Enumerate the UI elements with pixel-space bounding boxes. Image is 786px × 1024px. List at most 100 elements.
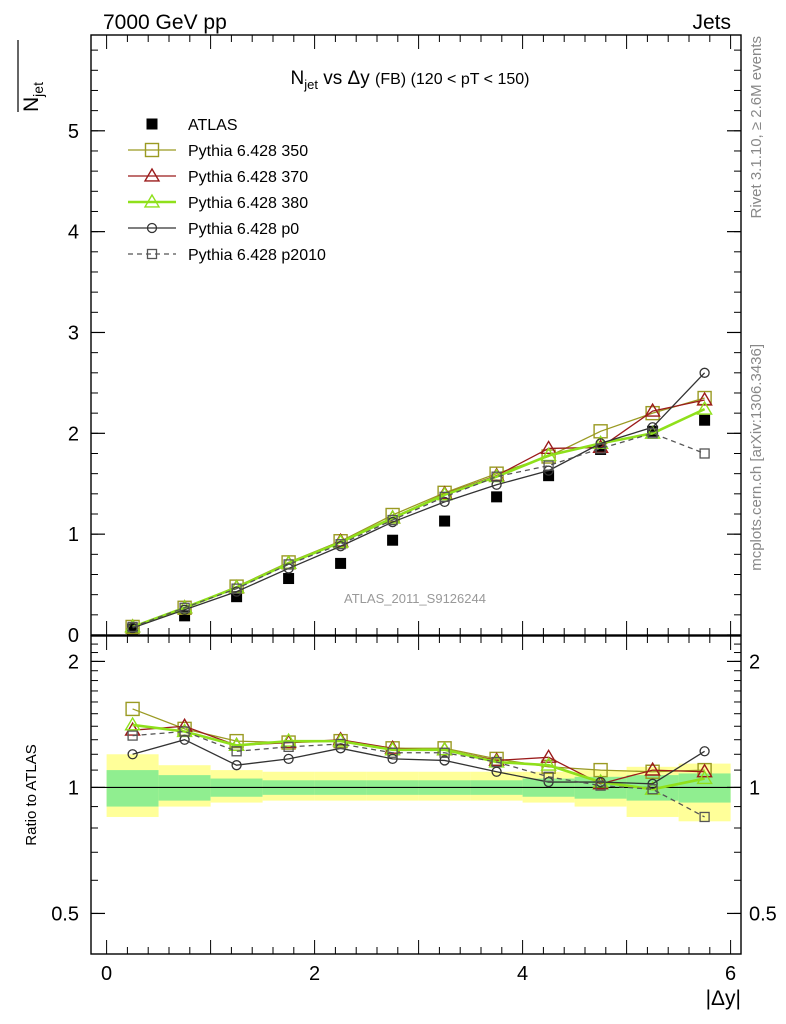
series-p2010	[127, 428, 710, 633]
ratio-line-p380	[132, 723, 705, 791]
main-axis-ticks	[91, 35, 741, 636]
ratio-point-p380	[540, 756, 557, 771]
series-line-p2010	[132, 432, 705, 628]
data-point-p370	[696, 391, 713, 406]
legend-marker	[146, 222, 158, 234]
data-point-p2010	[127, 621, 138, 633]
data-point-p350	[541, 449, 556, 464]
title-range: (120 < pT < 150)	[406, 71, 529, 88]
data-point-atlas	[595, 443, 607, 455]
data-point-p2010	[283, 559, 294, 570]
data-point-p2010	[491, 471, 502, 482]
main-ytick-label: 2	[68, 423, 79, 445]
legend-item-p350: Pythia 6.428 350	[128, 142, 308, 160]
ylabel-sub: jet	[30, 82, 46, 98]
legend-label: Pythia 6.428 p2010	[188, 247, 326, 264]
data-point-atlas	[283, 573, 295, 585]
ratio-series	[124, 701, 713, 823]
ratio-series-p350	[125, 701, 712, 779]
data-point-p2010	[699, 448, 710, 459]
data-point-p370	[540, 440, 557, 455]
data-point-atlas	[699, 414, 711, 426]
ratio-panel: 0.5 1 2 0.5 1 2 0 2 4 6 Ratio to ATLAS |Δy|	[23, 635, 777, 1010]
ratio-line-p350	[132, 708, 705, 773]
ratio-line-p0	[132, 739, 705, 785]
data-point-p380	[696, 400, 713, 415]
title-main: N	[291, 68, 305, 89]
data-point-p380	[332, 533, 349, 548]
data-point-p350	[593, 424, 608, 439]
ratio-ytick-label-left: 0.5	[51, 903, 79, 925]
ratio-point-p380	[696, 770, 713, 785]
legend-item-p370: Pythia 6.428 370	[128, 167, 308, 186]
ratio-point-p370	[540, 748, 557, 763]
legend-marker	[143, 193, 161, 208]
main-ytick-label: 0	[68, 625, 79, 647]
ratio-point-p0	[491, 766, 502, 777]
ratio-tick-labels: 0.5 1 2 0.5 1 2 0 2 4 6	[51, 651, 777, 985]
data-point-p2010	[595, 443, 606, 454]
ratio-point-p2010	[335, 738, 346, 750]
legend-label: Pythia 6.428 370	[188, 169, 308, 186]
ratio-point-p370	[644, 761, 661, 776]
ratio-series-p0	[127, 734, 710, 789]
data-point-atlas	[335, 557, 347, 569]
ratio-ytick-label-right: 0.5	[749, 903, 777, 925]
main-ylabel-text: Njet	[20, 82, 46, 112]
legend-label: Pythia 6.428 380	[188, 195, 308, 212]
ratio-xtick-label: 0	[101, 963, 112, 985]
data-point-atlas	[179, 610, 191, 622]
data-point-p380	[540, 447, 557, 462]
ratio-line-p2010	[132, 730, 705, 818]
data-point-p2010	[335, 539, 346, 550]
ratio-point-p370	[488, 752, 505, 767]
legend-label: ATLAS	[188, 117, 238, 134]
analysis-label: ATLAS_2011_S9126244	[344, 591, 486, 606]
ratio-xtick-label: 6	[725, 963, 736, 985]
series-line-p380	[132, 407, 706, 629]
ratio-point-p2010	[439, 747, 450, 758]
title-rest: vs Δy	[318, 68, 375, 89]
main-y-tick-labels: 0 1 2 3 4 5	[68, 121, 79, 647]
ratio-point-p0	[647, 778, 658, 789]
ratio-point-p2010	[283, 741, 294, 753]
main-series	[124, 367, 713, 635]
data-point-p2010	[439, 491, 450, 502]
ratio-point-p2010	[179, 726, 190, 737]
series-line-p0	[132, 372, 706, 629]
ratio-point-p380	[228, 737, 245, 752]
ratio-point-p0	[439, 755, 450, 766]
title-fb: (FB)	[375, 71, 406, 88]
data-point-atlas	[491, 491, 503, 503]
ratio-point-p370	[696, 763, 713, 778]
legend-item-p0: Pythia 6.428 p0	[128, 221, 299, 238]
main-panel-frame	[90, 34, 742, 636]
data-point-p350	[645, 405, 660, 421]
data-point-p2010	[387, 514, 398, 526]
rivet-label: Rivet 3.1.10, ≥ 2.6M events	[748, 36, 765, 219]
main-ytick-label: 1	[68, 524, 79, 546]
ratio-point-p2010	[387, 747, 398, 758]
data-point-atlas	[439, 515, 451, 527]
ratio-point-p350	[229, 733, 244, 749]
data-point-p2010	[647, 428, 658, 439]
ratio-point-p0	[543, 776, 554, 788]
ratio-point-p2010	[127, 730, 138, 741]
title-sub: jet	[303, 77, 318, 92]
data-point-p0	[647, 422, 658, 433]
data-point-p380	[384, 509, 401, 524]
plot-title: Njet vs Δy (FB) (120 < pT < 150)	[291, 68, 530, 92]
data-point-atlas	[387, 534, 399, 546]
mcplots-label: mcplots.cern.ch [arXiv:1306.3436]	[748, 344, 765, 571]
ratio-point-p380	[124, 716, 141, 731]
main-ytick-label: 5	[68, 121, 79, 143]
legend: ATLAS Pythia 6.428 350 Pythia 6.428 370 Pyt…	[128, 117, 326, 264]
ratio-ytick-label-right: 2	[749, 651, 760, 673]
legend-item-p2010: Pythia 6.428 p2010	[128, 247, 326, 264]
ratio-point-p2010	[231, 746, 242, 757]
ylabel-main: N	[20, 97, 43, 112]
ratio-point-p0	[699, 746, 710, 757]
legend-marker	[144, 142, 160, 158]
data-point-p0	[699, 367, 710, 378]
data-point-p2010	[179, 602, 190, 613]
